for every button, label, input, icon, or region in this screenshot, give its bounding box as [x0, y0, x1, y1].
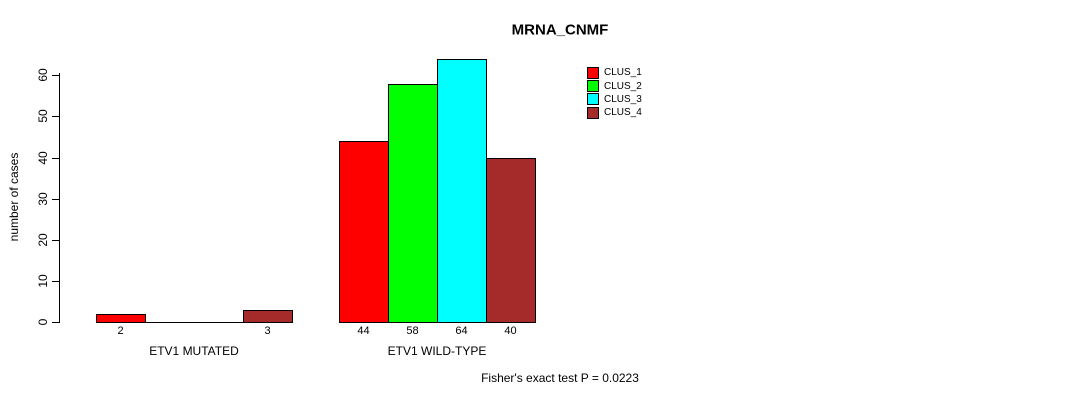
y-tick-label: 0 — [36, 318, 50, 326]
bar-value-label: 64 — [455, 325, 468, 337]
bar-value-label: 2 — [117, 325, 124, 337]
y-tick — [52, 322, 60, 323]
bar-value-label: 3 — [264, 325, 271, 337]
bar-clus_2 — [388, 84, 438, 323]
y-tick — [52, 116, 60, 117]
bar-value-label: 58 — [406, 325, 419, 337]
y-tick-label: 20 — [36, 233, 50, 247]
x-group-label: ETV1 WILD-TYPE — [387, 344, 487, 358]
legend-swatch — [587, 106, 599, 119]
bar-clus_4 — [243, 310, 293, 323]
legend-label: CLUS_3 — [604, 93, 642, 105]
legend-item: CLUS_4 — [587, 106, 642, 119]
bar-value-label: 40 — [504, 325, 517, 337]
legend-label: CLUS_4 — [604, 107, 642, 119]
legend: CLUS_1 CLUS_2 CLUS_3 CLUS_4 — [587, 66, 642, 120]
legend-item: CLUS_2 — [587, 79, 642, 93]
legend-item: CLUS_1 — [587, 66, 642, 79]
group-baseline — [96, 322, 292, 323]
chart-title: MRNA_CNMF — [511, 21, 609, 39]
legend-swatch — [587, 66, 599, 79]
bar-clus_3 — [437, 59, 487, 323]
legend-label: CLUS_2 — [604, 80, 642, 92]
x-group-label: ETV1 MUTATED — [149, 344, 239, 358]
y-axis-label: number of cases — [7, 152, 21, 242]
y-axis — [59, 73, 60, 322]
bar-clus_4 — [486, 158, 536, 323]
y-tick — [52, 75, 60, 76]
footnote: Fisher's exact test P = 0.0223 — [481, 371, 639, 385]
y-tick-label: 60 — [36, 68, 50, 82]
y-tick-label: 50 — [36, 109, 50, 123]
y-tick — [52, 281, 60, 282]
legend-label: CLUS_1 — [604, 67, 642, 79]
bar-clus_1 — [96, 314, 146, 323]
y-tick — [52, 158, 60, 159]
y-tick-label: 10 — [36, 274, 50, 288]
bar-clus_1 — [339, 141, 389, 323]
y-tick — [52, 199, 60, 200]
legend-swatch — [587, 80, 599, 93]
y-tick-label: 30 — [36, 192, 50, 206]
y-tick — [52, 240, 60, 241]
legend-item: CLUS_3 — [587, 93, 642, 106]
legend-swatch — [587, 93, 599, 106]
bar-value-label: 44 — [357, 325, 370, 337]
y-tick-label: 40 — [36, 151, 50, 165]
